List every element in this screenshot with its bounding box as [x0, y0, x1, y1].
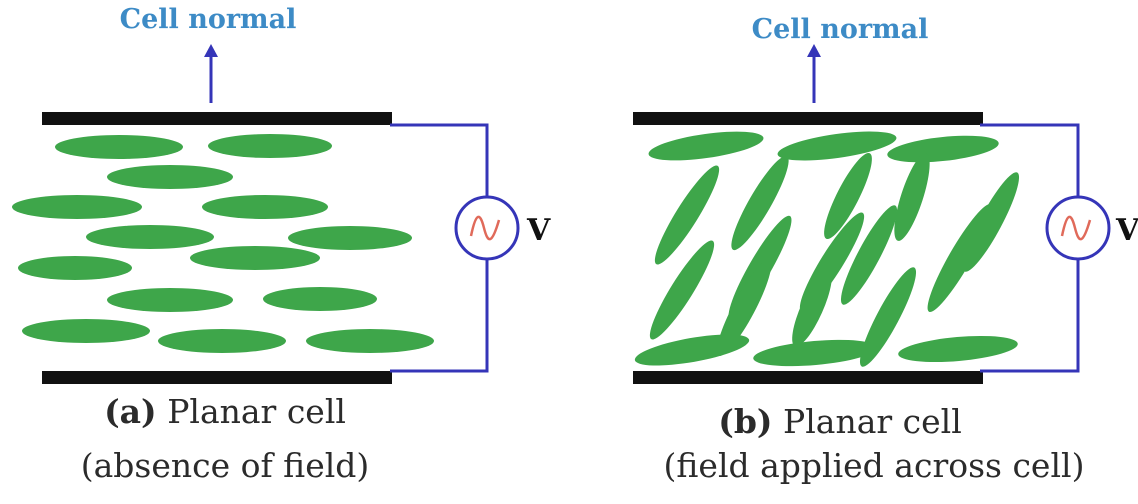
molecules-b	[634, 131, 1020, 367]
caption-b-title: (b) Planar cell	[610, 402, 1070, 441]
lc-molecule	[202, 195, 328, 219]
lc-molecule	[86, 225, 214, 249]
lc-molecule	[190, 246, 320, 270]
lc-molecule	[18, 256, 132, 280]
lc-molecule	[634, 334, 750, 366]
circuit-wire-top-a	[390, 123, 489, 196]
lc-molecule	[887, 135, 999, 163]
bottom-electrode-a	[42, 371, 392, 384]
caption-a-title: (a) Planar cell	[40, 392, 410, 431]
caption-a-subtitle: (absence of field)	[80, 446, 370, 485]
caption-b-line1: Planar cell	[783, 402, 962, 441]
lc-molecule	[107, 288, 233, 312]
voltage-label-b: V	[1115, 213, 1138, 248]
ac-voltage-source-icon	[1045, 195, 1111, 261]
lc-molecule	[22, 319, 150, 343]
top-electrode-b	[633, 112, 983, 125]
lc-molecule	[306, 329, 434, 353]
lc-molecule	[753, 339, 877, 367]
caption-b-letter: (b)	[718, 402, 773, 441]
lc-molecule	[288, 226, 412, 250]
lc-molecule	[898, 335, 1018, 363]
lc-molecule	[824, 152, 872, 240]
caption-b-subtitle: (field applied across cell)	[663, 446, 1085, 485]
lc-molecule	[107, 165, 233, 189]
panel-a: Cell normal V	[12, 4, 551, 384]
ac-voltage-source-icon	[454, 195, 520, 261]
lc-molecule	[894, 153, 930, 241]
caption-a-line1: Planar cell	[167, 392, 346, 431]
top-electrode-a	[42, 112, 392, 125]
panel-b: Cell normal V	[633, 14, 1138, 384]
lc-molecule	[792, 269, 832, 347]
lc-molecule	[731, 155, 789, 251]
lc-molecule	[649, 240, 715, 340]
circuit-wire-bottom-b	[980, 260, 1080, 373]
lc-molecule	[927, 204, 993, 312]
lc-molecule	[55, 135, 183, 159]
lc-molecule	[840, 205, 898, 305]
lc-molecule	[654, 165, 720, 265]
lc-molecule	[648, 131, 764, 161]
up-arrow-icon	[807, 44, 821, 57]
voltage-label-a: V	[526, 213, 551, 248]
molecules-a	[12, 134, 434, 353]
lc-molecule	[208, 134, 332, 158]
cell-normal-label-a: Cell normal	[120, 4, 297, 35]
lc-molecule	[12, 195, 142, 219]
caption-a-letter: (a)	[104, 392, 157, 431]
circuit-wire-bottom-a	[390, 260, 489, 373]
cell-normal-label-b: Cell normal	[752, 14, 929, 45]
circuit-wire-top-b	[980, 123, 1080, 196]
lc-molecule	[777, 131, 897, 161]
bottom-electrode-b	[633, 371, 983, 384]
lc-molecule	[859, 267, 917, 367]
lc-molecule	[158, 329, 286, 353]
lc-molecule	[263, 287, 377, 311]
lc-molecule	[716, 260, 772, 356]
up-arrow-icon	[204, 44, 218, 57]
